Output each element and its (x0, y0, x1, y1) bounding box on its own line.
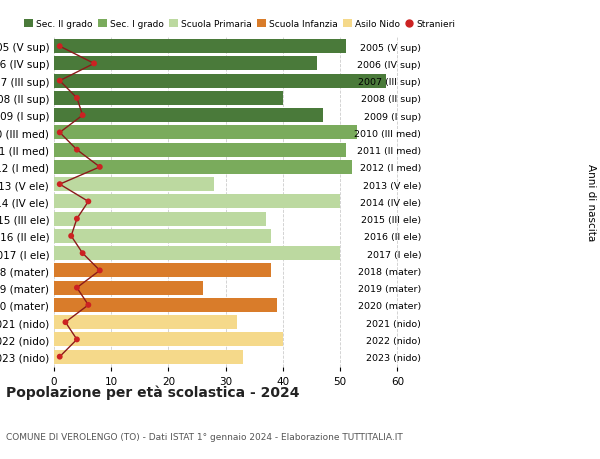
Bar (54, 195, 340, 209)
Point (55, 44, 65, 51)
Text: Popolazione per età scolastica - 2024: Popolazione per età scolastica - 2024 (6, 385, 299, 399)
Point (95, 164, 104, 171)
Text: COMUNE DI VEROLENGO (TO) - Dati ISTAT 1° gennaio 2024 - Elaborazione TUTTITALIA.: COMUNE DI VEROLENGO (TO) - Dati ISTAT 1°… (6, 431, 403, 441)
Point (55, 129, 65, 137)
Bar (54, 281, 203, 295)
Text: Anni di nascita: Anni di nascita (586, 163, 596, 241)
Bar (54, 92, 283, 106)
Bar (54, 246, 340, 261)
Bar (54, 74, 386, 89)
Point (55, 181, 65, 188)
Point (55, 78, 65, 85)
Bar (54, 109, 323, 123)
Legend: Sec. II grado, Sec. I grado, Scuola Primaria, Scuola Infanzia, Asilo Nido, Stran: Sec. II grado, Sec. I grado, Scuola Prim… (25, 20, 455, 29)
Point (89, 61, 99, 68)
Bar (54, 178, 214, 192)
Bar (54, 230, 271, 243)
Point (72, 284, 82, 292)
Point (72, 147, 82, 154)
Point (61, 319, 70, 326)
Bar (54, 264, 271, 278)
Point (72, 215, 82, 223)
Point (72, 336, 82, 343)
Point (78, 112, 88, 120)
Bar (54, 333, 283, 347)
Bar (54, 143, 346, 157)
Point (95, 267, 104, 274)
Bar (54, 40, 346, 54)
Bar (54, 315, 237, 330)
Point (83, 198, 93, 206)
Bar (54, 298, 277, 312)
Point (78, 250, 88, 257)
Bar (54, 57, 317, 71)
Bar (54, 350, 243, 364)
Point (72, 95, 82, 102)
Bar (54, 212, 266, 226)
Point (83, 302, 93, 309)
Point (55, 353, 65, 361)
Bar (54, 126, 358, 140)
Bar (54, 161, 352, 174)
Point (67, 233, 76, 240)
